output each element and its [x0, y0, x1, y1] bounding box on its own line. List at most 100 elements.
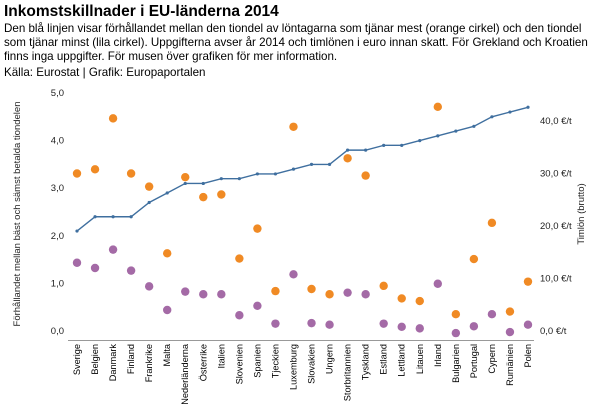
bottom-decile-point[interactable]: [433, 279, 442, 288]
top-decile-point[interactable]: [126, 169, 136, 178]
x-axis-labels: Sverige Belgien Danmark Finland Frankrike Mal…: [72, 343, 533, 405]
top-decile-point[interactable]: [163, 249, 172, 258]
ratio-line[interactable]: [76, 106, 529, 232]
bottom-decile-point[interactable]: [451, 328, 461, 338]
x-tick-label: Danmark: [108, 344, 118, 382]
ratio-point[interactable]: [183, 181, 187, 186]
left-axis-ticks: 0,0 1,0 2,0 3,0 4,0 5,0: [51, 88, 64, 337]
bottom-decile-point[interactable]: [90, 263, 100, 273]
top-decile-point[interactable]: [217, 190, 226, 199]
ratio-point[interactable]: [400, 143, 404, 147]
ratio-point[interactable]: [508, 110, 512, 114]
x-tick-label: Tyskland: [361, 344, 371, 380]
right-tick-label: 10,0 €/t: [540, 274, 572, 285]
ratio-series: [75, 105, 530, 233]
ratio-point[interactable]: [93, 215, 97, 219]
top-decile-point[interactable]: [343, 154, 352, 163]
bottom-decile-point[interactable]: [379, 319, 388, 328]
top-decile-series: [72, 102, 533, 319]
ratio-point[interactable]: [327, 162, 332, 166]
left-tick-label: 4,0: [51, 136, 64, 147]
ratio-point[interactable]: [75, 229, 79, 233]
x-tick-label: Italien: [216, 344, 226, 369]
top-decile-point[interactable]: [397, 294, 406, 303]
bottom-decile-point[interactable]: [181, 287, 190, 296]
top-decile-point[interactable]: [451, 310, 461, 319]
bottom-decile-point[interactable]: [505, 327, 515, 337]
bottom-decile-point[interactable]: [235, 311, 244, 320]
ratio-point[interactable]: [255, 172, 259, 176]
top-decile-point[interactable]: [325, 290, 334, 299]
top-decile-point[interactable]: [379, 281, 388, 291]
top-decile-point[interactable]: [505, 307, 515, 316]
top-decile-point[interactable]: [361, 171, 370, 180]
bottom-decile-point[interactable]: [487, 310, 497, 319]
x-tick-label: Slovakien: [307, 344, 317, 384]
ratio-point[interactable]: [418, 139, 422, 143]
top-decile-point[interactable]: [181, 172, 190, 182]
top-decile-point[interactable]: [199, 192, 208, 202]
chart-title: Inkomstskillnader i EU-länderna 2014: [4, 3, 279, 20]
ratio-point[interactable]: [129, 215, 133, 219]
bottom-decile-point[interactable]: [271, 319, 280, 328]
bottom-decile-point[interactable]: [307, 318, 316, 328]
top-decile-point[interactable]: [523, 277, 533, 286]
bottom-decile-point[interactable]: [469, 322, 479, 331]
top-decile-point[interactable]: [307, 284, 316, 294]
bottom-decile-point[interactable]: [108, 245, 118, 254]
top-decile-point[interactable]: [289, 122, 298, 131]
bottom-decile-point[interactable]: [397, 322, 406, 331]
bottom-decile-point[interactable]: [217, 290, 226, 299]
ratio-point[interactable]: [309, 162, 314, 166]
top-decile-point[interactable]: [144, 182, 154, 191]
bottom-decile-point[interactable]: [523, 320, 533, 329]
ratio-point[interactable]: [111, 215, 115, 219]
bottom-decile-point[interactable]: [126, 266, 136, 275]
ratio-point[interactable]: [201, 181, 205, 186]
top-decile-point[interactable]: [487, 218, 497, 228]
bottom-decile-point[interactable]: [343, 288, 352, 297]
top-decile-point[interactable]: [253, 224, 262, 233]
top-decile-point[interactable]: [90, 165, 100, 174]
ratio-point[interactable]: [291, 167, 296, 171]
bottom-decile-point[interactable]: [415, 324, 424, 333]
ratio-point[interactable]: [237, 177, 241, 181]
bottom-decile-point[interactable]: [163, 305, 172, 315]
bottom-decile-point[interactable]: [144, 282, 154, 291]
bottom-decile-point[interactable]: [199, 290, 208, 299]
x-tick-label: Ungern: [325, 344, 335, 374]
bottom-decile-point[interactable]: [72, 258, 82, 267]
ratio-point[interactable]: [165, 191, 169, 195]
bottom-decile-point[interactable]: [253, 301, 262, 310]
ratio-point[interactable]: [472, 124, 476, 128]
top-decile-point[interactable]: [72, 169, 82, 178]
ratio-point[interactable]: [147, 200, 151, 205]
ratio-point[interactable]: [454, 129, 458, 133]
ratio-point[interactable]: [382, 143, 386, 147]
ratio-point[interactable]: [346, 148, 350, 152]
top-decile-point[interactable]: [415, 296, 424, 306]
ratio-point[interactable]: [364, 148, 368, 152]
ratio-point[interactable]: [490, 115, 494, 119]
x-tick-label: Nederländerna: [180, 343, 190, 405]
top-decile-point[interactable]: [433, 102, 442, 112]
x-tick-label: Litauen: [415, 344, 425, 374]
bottom-decile-point[interactable]: [361, 290, 370, 299]
bottom-decile-series: [72, 245, 533, 338]
top-decile-point[interactable]: [271, 286, 280, 296]
x-tick-label: Storbritannien: [343, 344, 353, 401]
bottom-decile-point[interactable]: [289, 270, 298, 279]
ratio-point[interactable]: [273, 172, 278, 176]
top-decile-point[interactable]: [235, 254, 244, 263]
top-decile-point[interactable]: [469, 254, 479, 264]
x-tick-label: Frankrike: [144, 344, 154, 382]
ratio-point[interactable]: [219, 177, 223, 181]
top-decile-point[interactable]: [108, 114, 118, 123]
bottom-decile-point[interactable]: [325, 320, 334, 329]
ratio-point[interactable]: [526, 105, 530, 109]
x-tick-label: Portugal: [469, 344, 479, 378]
x-tick-label: Rumänien: [505, 344, 515, 386]
x-tick-label: Bulgarien: [451, 344, 461, 383]
ratio-point[interactable]: [436, 134, 440, 138]
